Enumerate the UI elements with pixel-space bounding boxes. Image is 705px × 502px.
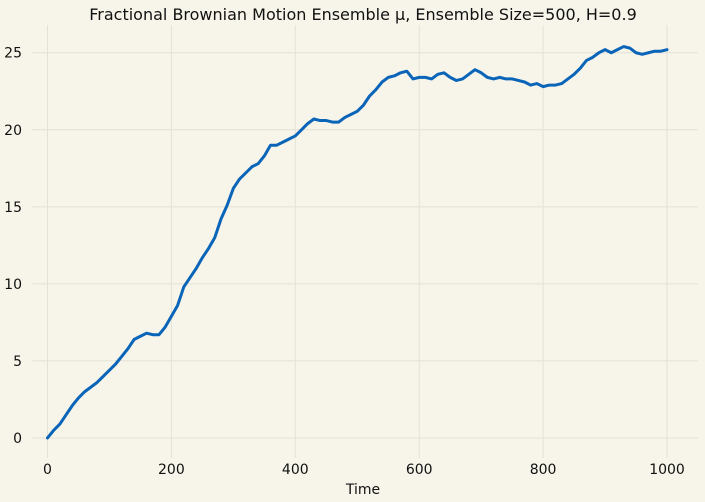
x-tick-label: 600	[406, 462, 433, 478]
x-tick-label: 200	[158, 462, 185, 478]
x-tick-label: 400	[282, 462, 309, 478]
x-tick-label: 0	[43, 462, 52, 478]
y-tick-label: 10	[4, 277, 22, 293]
y-tick-label: 0	[13, 431, 22, 447]
ensemble-mean-line	[45, 45, 669, 440]
y-tick-label: 5	[13, 354, 22, 370]
x-tick-label: 1000	[649, 462, 685, 478]
y-tick-label: 15	[4, 200, 22, 216]
chart-title: Fractional Brownian Motion Ensemble μ, E…	[89, 5, 637, 24]
x-axis-label: Time	[345, 482, 380, 498]
tick-labels: 0 200 400 600 800 1000 0 5 10 15 20 25	[4, 46, 685, 478]
grid	[32, 25, 698, 458]
x-tick-label: 800	[530, 462, 557, 478]
y-tick-label: 25	[4, 46, 22, 62]
y-tick-label: 20	[4, 123, 22, 139]
